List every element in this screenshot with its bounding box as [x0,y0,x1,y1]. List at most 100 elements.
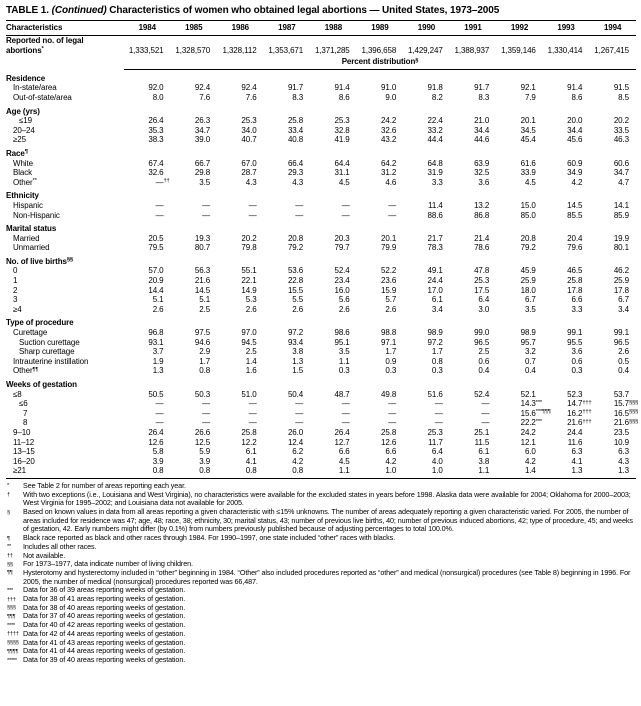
data-cell: 32.5 [474,168,490,178]
data-cell: 1.7 [431,347,443,357]
data-cell: 25.8 [287,116,304,126]
data-cell: 99.1 [567,328,583,338]
data-cell: 1.5 [292,366,304,376]
column-header-year: 1992 [496,21,543,36]
section-header-row: Weeks of gestation [6,376,636,390]
data-cell: 20.2 [241,233,257,243]
data-cell: 96.8 [148,328,164,338]
data-cell: 17.8 [613,285,629,295]
data-cell: 21.0 [474,116,490,126]
table-row: ≤8 50.5 50.3 51.0 50.4 48.7 49.8 51.6 52.4 52.1 52… [6,390,636,400]
section-header: Race¶ [6,148,28,158]
column-header-characteristics: Characteristics [6,21,124,36]
data-cell: 15.9 [381,285,397,295]
data-cell: 20.1 [381,233,397,243]
section-header: Residence [6,73,46,83]
data-cell: 20.5 [148,233,164,243]
column-header-year: 1988 [310,21,357,36]
footnote: †††† Data for 42 of 44 areas reporting we… [7,628,186,638]
data-cell: 0.9 [385,356,397,366]
data-cell: 1,328,570 [175,45,211,55]
data-cell: 12.6 [381,437,397,447]
data-cell: 48.7 [334,389,350,399]
percent-distribution-header: Percent distribution§ [124,55,636,70]
data-cell: — [295,200,304,210]
data-cell: 5.6 [338,295,350,305]
data-cell: 3.5 [524,304,536,314]
footnote: *** Data for 36 of 39 areas reporting wee… [7,585,186,595]
data-cell: 79.2 [287,243,304,253]
data-cell: 52.2 [381,266,397,276]
data-cell: 46.5 [567,266,583,276]
data-cell: 34.7 [613,168,629,178]
column-header-year: 1987 [263,21,311,36]
data-cell: 3.0 [478,304,490,314]
table-row: Married 20.5 19.3 20.2 20.8 20.3 20.1 21.7 21.4 2… [6,234,636,244]
data-cell: 4.3 [292,177,304,187]
data-cell: 3.5 [199,177,211,187]
data-cell: 26.6 [194,427,211,437]
data-cell: 1.9 [152,356,164,366]
data-cell: — [388,210,397,220]
data-cell: 14.3*** [520,399,543,409]
data-cell: — [341,418,350,428]
data-cell: 16.5§§§ [613,408,639,418]
data-cell: 16.2††† [567,408,592,418]
data-cell: 1,429,247 [408,45,443,55]
data-cell: — [341,200,350,210]
data-cell: 94.5 [241,337,257,347]
data-cell: 4.1 [245,456,257,466]
data-cell: 1.1 [310,466,357,479]
data-cell: 8.0 [152,92,164,102]
data-cell: 4.2 [385,456,397,466]
data-cell: 34.4 [567,125,583,135]
data-cell: 12.1 [520,437,536,447]
data-cell: 1,267,415 [594,45,629,55]
data-cell: 26.0 [287,427,304,437]
data-cell: 0.5 [618,356,629,366]
data-cell: 1.3 [292,356,304,366]
percent-distribution-row: Percent distribution§ [6,55,636,70]
data-cell: 91.7 [474,83,490,93]
footnote: ††† Data for 38 of 41 areas reporting wee… [7,594,186,604]
data-cell: 8.3 [292,92,304,102]
data-cell: 1.7 [199,356,211,366]
data-cell: 80.1 [613,243,629,253]
data-cell: 98.8 [381,328,397,338]
footnote-marker: ***** [7,657,17,664]
data-cell: 79.8 [241,243,257,253]
data-cell: 7.6 [199,92,211,102]
table-row: Non-Hispanic — — — — — — 88.6 86.8 85.0 85.5 85.9 [6,211,636,221]
footnote-marker: * [41,46,44,53]
data-cell: 92.4 [194,83,211,93]
data-cell: —†† [155,177,170,187]
data-cell: 44.6 [474,135,490,145]
data-cell: 78.3 [427,243,443,253]
table-row: 7 — — — — — — — — 15.6***¶¶¶ 16.2††† 16.5§§§ [6,408,639,419]
data-cell: 34.0 [241,125,257,135]
data-cell: — [295,210,304,220]
data-cell: 34.4 [474,125,490,135]
data-cell: 46.3 [613,135,629,145]
data-cell: 12.6 [148,437,164,447]
section-header: No. of live births§§ [6,256,73,266]
data-cell: 79.2 [520,243,536,253]
table-row: 13–15 5.8 5.9 6.1 6.2 6.6 6.6 6.4 6.1 6.0 6.3 6.3 [6,447,636,457]
footnote-marker: **** [7,622,15,629]
data-cell: 5.8 [152,447,164,457]
data-cell: 92.0 [148,83,164,93]
table-title-text: Characteristics of women who obtained le… [109,5,500,16]
table-row: Other¶¶ 1.3 0.8 1.6 1.5 0.3 0.3 0.3 0.4 0.4 0.3 0.4 [6,366,636,376]
data-cell: — [481,399,490,409]
data-cell: 2.6 [245,304,257,314]
table-row: Reported no. of legal abortions* 1,333,52… [6,36,636,56]
data-cell: 38.3 [148,135,164,145]
data-cell: 92.4 [241,83,257,93]
table-row: Out-of-state/area 8.0 7.6 7.6 8.3 8.6 9.0 8.2 8.… [6,93,636,103]
data-cell: 11.4 [428,200,443,210]
data-cell: 55.1 [241,266,257,276]
section-header: Marital status [6,224,57,234]
footnote-marker: ** [7,544,11,551]
data-cell: 97.2 [287,328,304,338]
data-cell: 3.8 [292,347,304,357]
